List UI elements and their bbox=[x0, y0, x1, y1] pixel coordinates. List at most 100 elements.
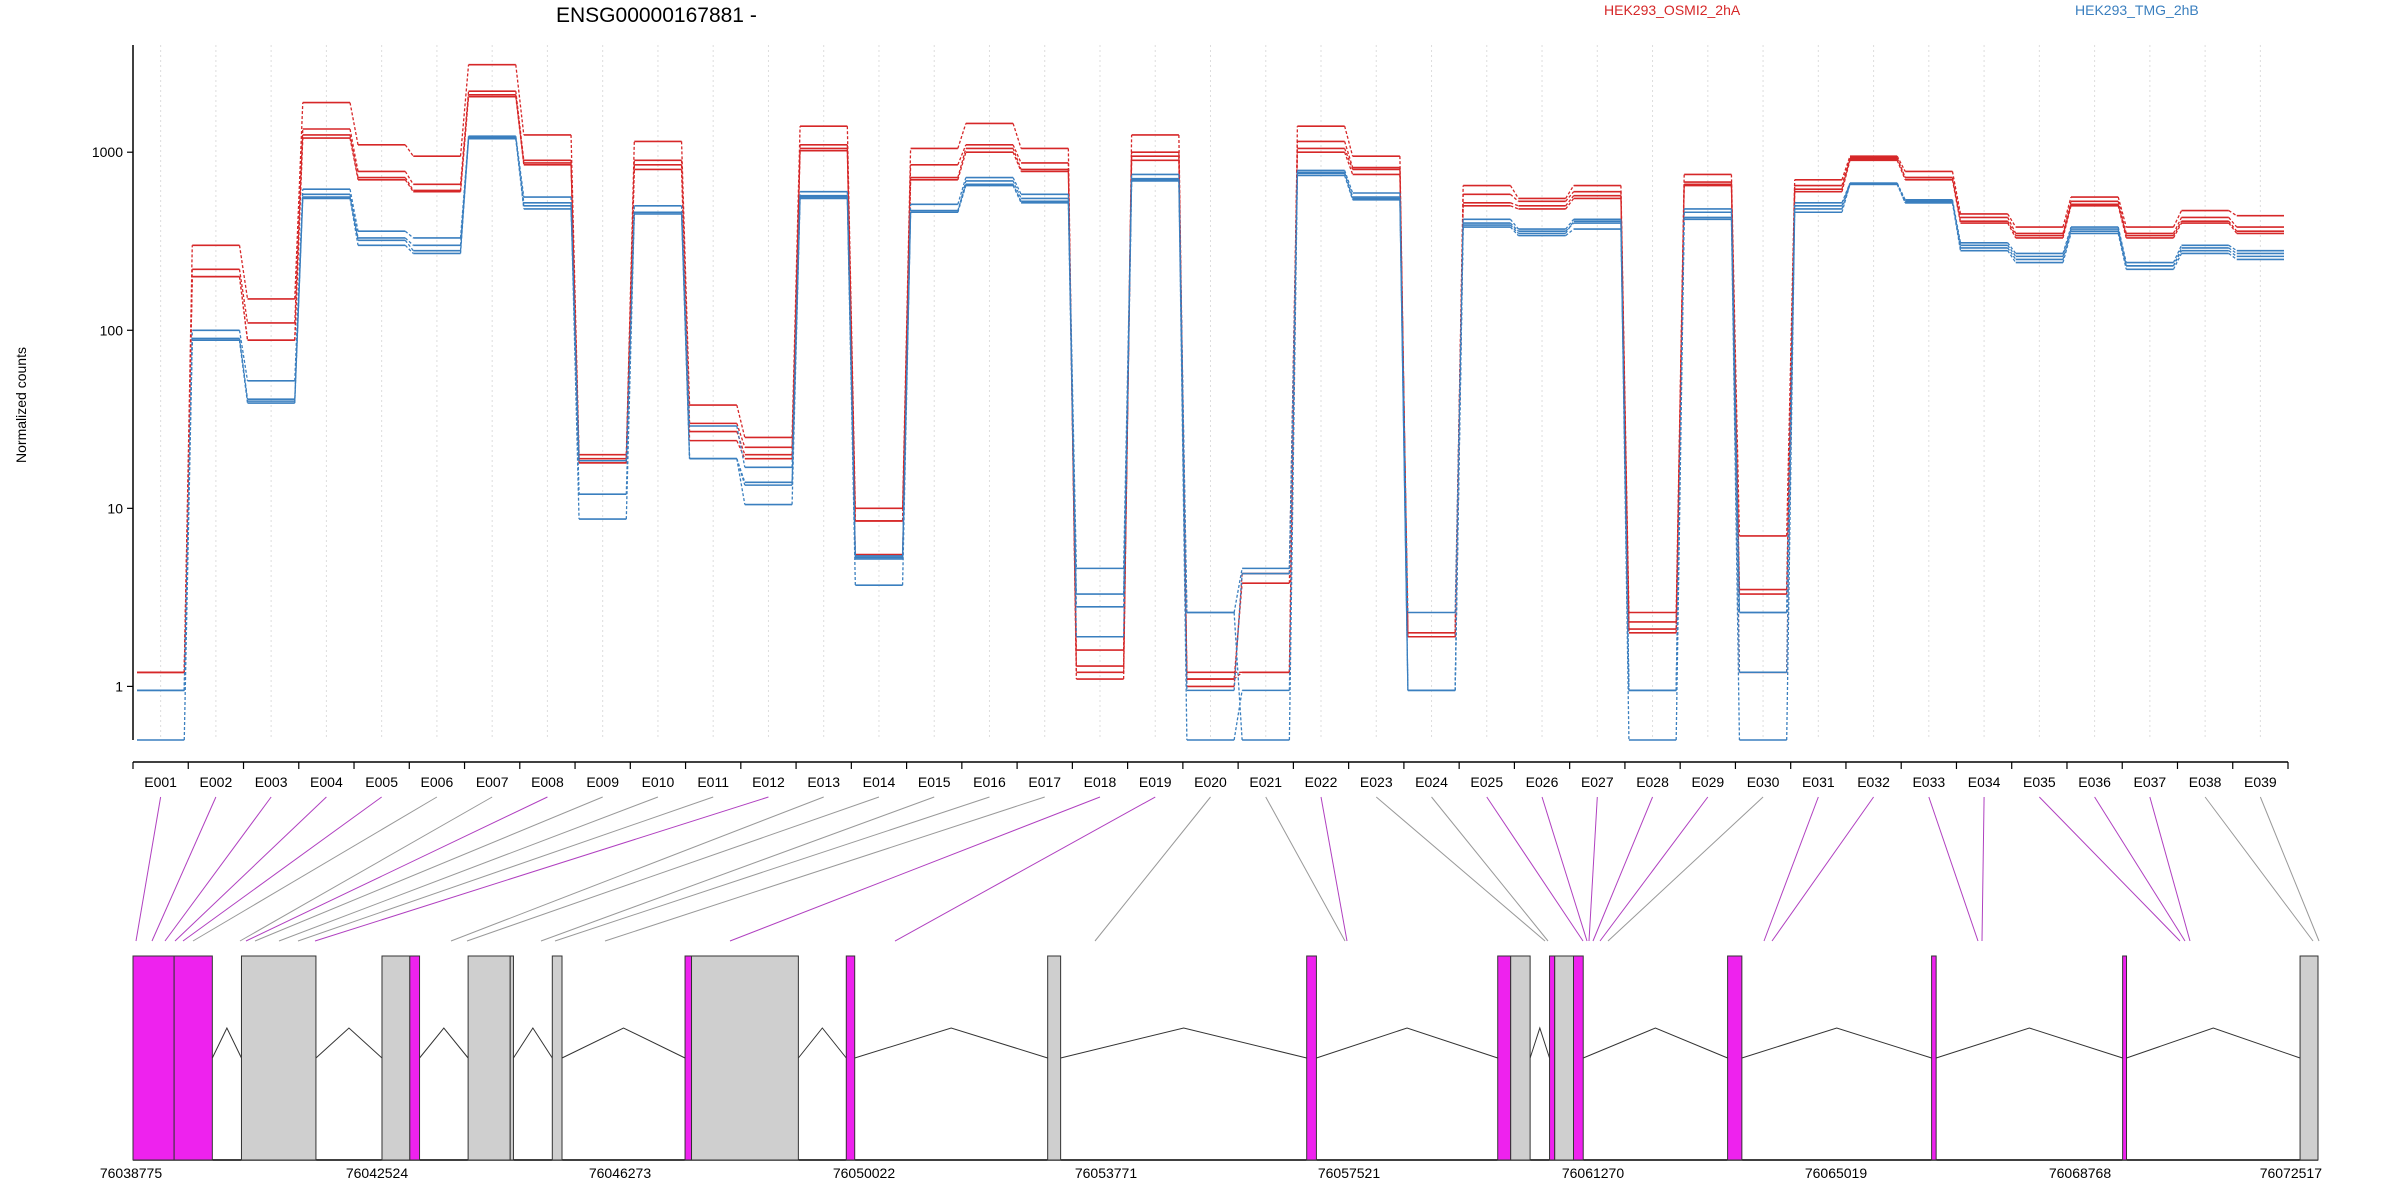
intron-line bbox=[315, 1027, 383, 1059]
intron-line bbox=[419, 1027, 469, 1059]
series-connector bbox=[1565, 222, 1575, 232]
exon-label: E016 bbox=[973, 774, 1006, 790]
series-connector bbox=[1509, 222, 1519, 232]
series-connector bbox=[1344, 148, 1354, 170]
series-TMG_rep2 bbox=[137, 137, 2284, 741]
series-connector bbox=[349, 134, 359, 178]
connector-line bbox=[1771, 796, 1874, 942]
series-connector bbox=[1178, 179, 1188, 613]
connector-line bbox=[174, 796, 327, 942]
series-connector bbox=[1012, 151, 1022, 172]
exon-connector-lines bbox=[135, 796, 2320, 942]
series-connector bbox=[1509, 224, 1519, 234]
connector-line bbox=[254, 796, 603, 942]
series-connector bbox=[1896, 158, 1906, 178]
series-connector bbox=[1509, 226, 1519, 237]
exon-label: E039 bbox=[2244, 774, 2277, 790]
series-connector bbox=[238, 276, 249, 341]
exon-label: E030 bbox=[1747, 774, 1780, 790]
series-connector bbox=[1012, 144, 1022, 164]
series-connector bbox=[1510, 202, 1519, 207]
series-connector bbox=[349, 198, 359, 246]
series-connector bbox=[680, 212, 691, 459]
series-connector bbox=[404, 171, 414, 185]
exon-label: E013 bbox=[807, 774, 840, 790]
coordinate-label: 76042524 bbox=[346, 1165, 409, 1181]
exon-block-highlighted bbox=[409, 955, 421, 1161]
series-connector bbox=[238, 338, 249, 400]
series-connector bbox=[1012, 180, 1022, 199]
series-connector bbox=[1675, 212, 1685, 691]
series-connector bbox=[1565, 198, 1575, 210]
series-connector bbox=[957, 148, 967, 178]
series-connector bbox=[1951, 177, 1962, 222]
series-connector bbox=[349, 128, 359, 172]
series-connector bbox=[2117, 196, 2127, 228]
intron-line bbox=[797, 1027, 847, 1059]
coordinate-label: 76057521 bbox=[1318, 1165, 1381, 1181]
connector-line bbox=[278, 796, 659, 942]
intron-line bbox=[1316, 1027, 1498, 1059]
exon-label: E029 bbox=[1691, 774, 1724, 790]
exon-block-highlighted bbox=[684, 955, 693, 1161]
series-connector bbox=[736, 425, 746, 468]
series-connector bbox=[736, 423, 746, 448]
intron-line bbox=[1741, 1027, 1932, 1059]
series-connector bbox=[2007, 247, 2017, 260]
exon-label: E001 bbox=[144, 774, 177, 790]
series-layer bbox=[137, 63, 2284, 741]
connector-line bbox=[1763, 796, 1819, 942]
series-connector bbox=[2117, 204, 2127, 236]
exon-label: E024 bbox=[1415, 774, 1448, 790]
series-connector bbox=[2228, 252, 2238, 260]
exon-block-highlighted bbox=[1497, 955, 1512, 1161]
series-connector bbox=[736, 404, 746, 438]
intron-line bbox=[2126, 1027, 2301, 1059]
series-connector bbox=[2117, 226, 2127, 263]
series-connector bbox=[1233, 568, 1243, 613]
intron-line bbox=[561, 1027, 686, 1059]
intron-line bbox=[513, 1027, 553, 1059]
series-connector bbox=[404, 230, 414, 239]
exon-label: E014 bbox=[863, 774, 896, 790]
series-connector bbox=[570, 205, 580, 461]
exon-block-highlighted bbox=[1306, 955, 1317, 1161]
series-connector bbox=[2062, 233, 2072, 263]
series-connector bbox=[404, 237, 414, 246]
connector-line bbox=[314, 796, 769, 942]
legend-series-2: HEK293_TMG_2hB bbox=[2075, 2, 2199, 18]
series-connector bbox=[957, 180, 967, 213]
connector-line bbox=[1592, 796, 1654, 942]
series-connector bbox=[1288, 175, 1299, 574]
series-connector bbox=[183, 276, 193, 673]
series-connector bbox=[1233, 573, 1243, 691]
series-connector bbox=[2007, 217, 2017, 234]
series-connector bbox=[1012, 184, 1022, 202]
series-connector bbox=[2228, 222, 2238, 234]
series-connector bbox=[2007, 220, 2017, 236]
y-axis-label: Normalized counts bbox=[13, 347, 29, 463]
series-connector bbox=[2228, 220, 2238, 232]
connector-line bbox=[1981, 796, 1985, 942]
exon-label: E037 bbox=[2134, 774, 2167, 790]
exon-label: E028 bbox=[1636, 774, 1669, 790]
series-connector bbox=[1786, 205, 1796, 613]
series-connector bbox=[294, 197, 304, 402]
connector-line bbox=[894, 796, 1156, 942]
connector-line bbox=[540, 796, 935, 942]
series-connector bbox=[1565, 185, 1575, 199]
exon-label: E022 bbox=[1305, 774, 1338, 790]
series-connector bbox=[1344, 175, 1354, 201]
intron-line bbox=[1529, 1026, 1551, 1059]
series-connector bbox=[1896, 160, 1906, 181]
series-connector bbox=[1951, 202, 1962, 246]
series-connector bbox=[901, 210, 912, 586]
series-connector bbox=[957, 123, 967, 149]
exon-label: E009 bbox=[586, 774, 619, 790]
exon-label: E019 bbox=[1139, 774, 1172, 790]
series-connector bbox=[238, 269, 249, 323]
series-connector bbox=[1565, 191, 1575, 202]
coordinate-label: 76065019 bbox=[1805, 1165, 1868, 1181]
series-connector bbox=[515, 94, 525, 164]
connector-line bbox=[1375, 796, 1546, 942]
